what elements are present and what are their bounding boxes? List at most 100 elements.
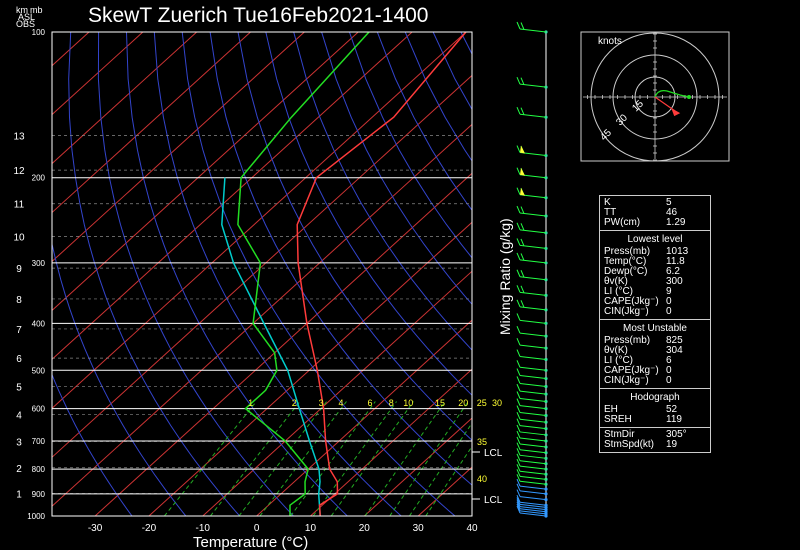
wind-barb-feather [520,22,525,30]
index-name: EH [604,404,618,415]
isotherm [94,172,472,516]
index-row: CIN(Jkg⁻) 0 [604,307,706,317]
wind-barb-staff [519,306,547,311]
isotherm [256,319,472,516]
wind-barb-feather [516,483,521,492]
wind-barb-feather [516,205,521,214]
index-row: LI (°C) 6 [604,356,706,366]
mixing-ratio-line [238,401,328,516]
wind-barb-staff [519,418,547,423]
skewt-grid [52,32,472,516]
height-tick-label: 1 [16,490,22,501]
wind-barb-staff [519,460,547,465]
hodograph-end-dot [687,95,691,99]
wind-barb-feather [516,453,521,461]
hodograph-trace [654,90,690,98]
index-row: PW(cm) 1.29 [604,218,706,228]
wind-barb-feather [516,501,521,509]
side-number-label: 40 [477,474,487,484]
index-value: 46 [666,207,678,218]
wind-barb-feather [520,77,525,85]
temperature-tick-label: -30 [88,523,103,534]
index-value: 6.2 [666,266,680,277]
wind-barb-feather [516,285,521,293]
mixing-ratio-line [259,401,347,516]
wind-barb-feather [516,269,521,277]
wind-barb-staff [519,501,547,506]
index-row: Press(mb) 1013 [604,247,706,257]
height-tick-label: 3 [16,437,22,448]
wind-barb-staff [519,229,547,234]
temperature-tick-label: 0 [254,523,260,534]
wind-barb-feather [516,238,521,246]
index-name: θv(K) [604,345,628,356]
index-value: 9 [666,286,672,297]
pressure-tick-label: 300 [32,259,46,268]
dry-adiabat [237,32,472,441]
lcl-label: LCL [484,448,503,459]
isotherm [52,32,467,409]
index-row: TT 46 [604,208,706,218]
wind-barb-feather [516,436,521,445]
pressure-tick-label: 100 [32,28,46,37]
wind-barb-feather [520,206,525,214]
wind-barb-staff [519,480,547,485]
wind-barb-feather [516,222,521,231]
wind-barb-staff [519,454,547,459]
wind-barb-feather [516,478,521,487]
mixing-ratio-label: 6 [367,398,372,408]
wind-barb-staff [519,490,547,495]
index-row: CAPE(Jkg⁻) 0 [604,297,706,307]
index-value: 5 [666,197,672,208]
wind-barb-feather [516,383,521,392]
index-value: 0 [666,306,672,317]
mixing-ratio-axis-label: Mixing Ratio (g/kg) [497,218,513,335]
most-unstable-section: Most Unstable Press(mb) 825 θv(K) 304 LI (°C… [600,320,710,389]
index-name: SREH [604,414,632,425]
index-value: 0 [666,296,672,307]
mixing-ratio-line [425,445,472,516]
isotherm [363,417,472,516]
wind-barb-feather [520,107,525,115]
indices-table: K 5 TT 46 PW(cm) 1.29 Lowest level Press(mb) 1… [599,195,711,453]
index-name: CAPE(Jkg⁻) [604,365,659,376]
temperature-tick-label: -20 [142,523,157,534]
dry-adiabat [293,32,472,351]
height-tick-label: 12 [13,166,25,177]
wind-barb-feather [516,495,521,503]
pressure-tick-label: 400 [32,319,46,328]
index-value: 825 [666,335,683,346]
index-name: Temp(°C) [604,256,647,267]
wind-barb-staff [519,113,547,118]
hodograph-section: Hodograph EH 52 SREH 119 [600,389,710,428]
dewpoint-line [237,32,370,516]
index-name: CIN(Jkg⁻) [604,375,649,386]
wind-barb-feather [516,418,521,426]
wind-barb-staff [519,475,547,480]
isotherm [52,32,413,361]
wind-barb-feather [520,223,525,231]
wind-barb-staff [519,508,547,513]
dry-adiabat [348,32,472,259]
isotherm [52,32,359,312]
index-name: StmDir [604,429,635,440]
mixing-ratio-line [408,422,472,516]
index-name: Press(mb) [604,246,651,257]
dry-adiabat [68,32,241,516]
index-value: 1013 [666,246,689,257]
wind-barb-feather [516,107,521,115]
pressure-tick-label: 200 [32,174,46,183]
index-name: CIN(Jkg⁻) [604,306,649,317]
wind-barb-column [516,21,548,518]
height-tick-label: 8 [16,295,22,306]
dry-adiabat [52,241,187,516]
wind-barb-feather [516,299,521,308]
wind-barb-staff [519,485,547,490]
wind-barb-staff [519,28,547,33]
wind-barb-staff [519,398,547,402]
wind-barb-staff [519,382,547,387]
most-unstable-title: Most Unstable [623,323,687,334]
mixing-ratio-line [389,401,469,516]
index-name: Dewp(°C) [604,266,648,277]
